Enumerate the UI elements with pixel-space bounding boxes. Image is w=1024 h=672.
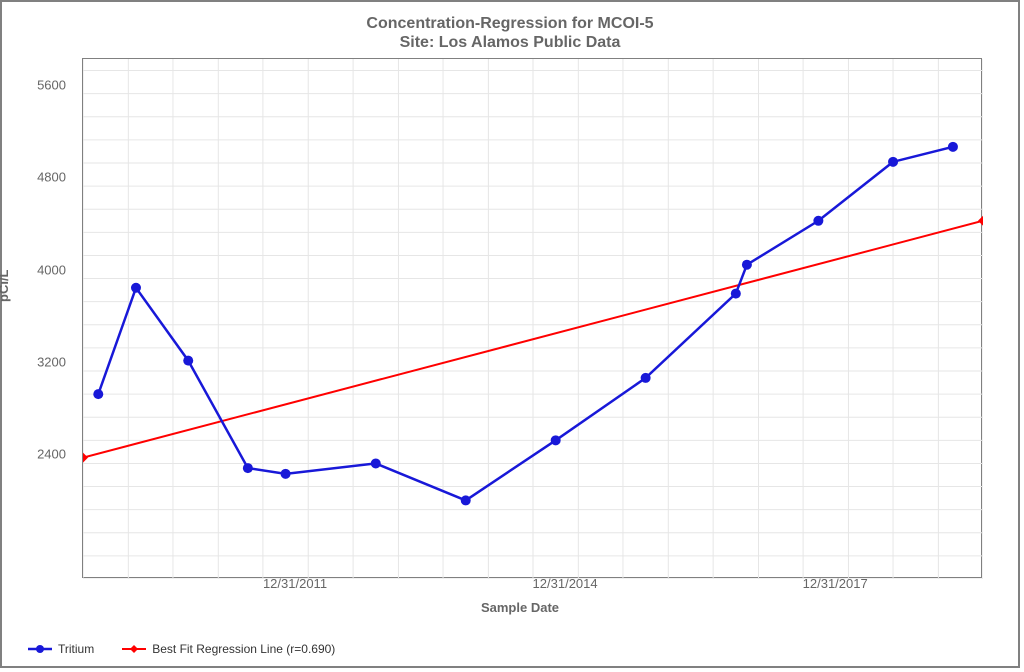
legend-label-regression: Best Fit Regression Line (r=0.690)	[152, 642, 335, 656]
x-tick-label: 12/31/2014	[533, 576, 598, 591]
y-tick-label: 2400	[6, 447, 66, 462]
y-tick-label: 4800	[6, 170, 66, 185]
y-tick-label: 5600	[6, 77, 66, 92]
x-axis: 12/31/2011 12/31/2014 12/31/2017 Sample Da…	[70, 570, 970, 630]
x-tick-label: 12/31/2011	[263, 576, 327, 591]
chart-title-line2: Site: Los Alamos Public Data	[14, 33, 1006, 52]
y-tick-label: 3200	[6, 355, 66, 370]
legend-item-regression: Best Fit Regression Line (r=0.690)	[122, 642, 335, 656]
chart-frame: Concentration-Regression for MCOI-5 Site…	[0, 0, 1020, 668]
legend-swatch-tritium	[28, 643, 52, 655]
legend: Tritium Best Fit Regression Line (r=0.69…	[28, 642, 335, 656]
plot-area	[82, 58, 982, 578]
chart-title: Concentration-Regression for MCOI-5 Site…	[14, 14, 1006, 52]
x-tick-label: 12/31/2017	[803, 576, 868, 591]
chart-title-line1: Concentration-Regression for MCOI-5	[14, 14, 1006, 33]
legend-swatch-regression	[122, 643, 146, 655]
legend-item-tritium: Tritium	[28, 642, 94, 656]
x-axis-title: Sample Date	[481, 600, 559, 615]
y-tick-label: 4000	[6, 262, 66, 277]
legend-label-tritium: Tritium	[58, 642, 94, 656]
